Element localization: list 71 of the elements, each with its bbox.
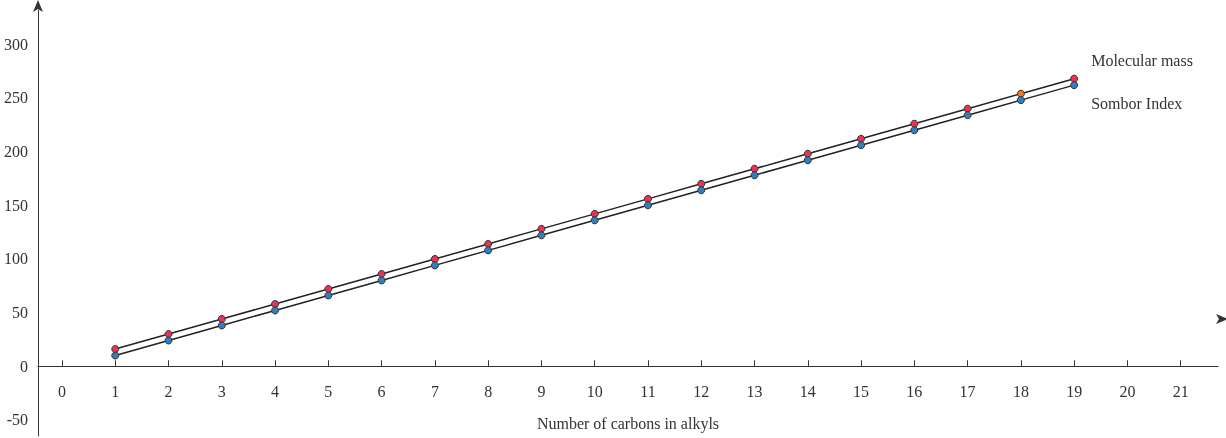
x-tick-label: 16 <box>906 383 923 401</box>
point <box>111 351 120 360</box>
point <box>857 134 866 143</box>
point <box>217 321 226 330</box>
x-tick-label: 0 <box>57 383 66 401</box>
point <box>377 269 386 278</box>
point <box>164 336 173 345</box>
x-tick-label: 14 <box>799 383 816 401</box>
x-tick-label: 6 <box>377 383 386 401</box>
point <box>697 186 706 195</box>
point <box>590 216 599 225</box>
x-tick-label: 19 <box>1066 383 1083 401</box>
point <box>1070 81 1079 90</box>
y-tick-label: 300 <box>4 35 28 53</box>
point <box>430 261 439 270</box>
x-tick-label: 9 <box>537 383 546 401</box>
x-tick-label: 17 <box>959 383 976 401</box>
x-tick-label: 4 <box>271 383 280 401</box>
x-tick-label: 11 <box>640 383 656 401</box>
series-label: Sombor Index <box>1091 94 1183 112</box>
point <box>484 246 493 255</box>
point <box>697 179 706 188</box>
x-tick-label: 12 <box>693 383 710 401</box>
y-tick-label: -50 <box>6 411 28 429</box>
point <box>750 164 759 173</box>
point <box>271 306 280 315</box>
x-tick-label: 2 <box>164 383 173 401</box>
point <box>963 104 972 113</box>
point <box>537 231 546 240</box>
y-tick-label: 0 <box>20 357 28 375</box>
y-tick-label: 100 <box>4 250 28 268</box>
point <box>643 201 652 210</box>
x-tick-label: 20 <box>1119 383 1136 401</box>
point <box>164 330 173 339</box>
point <box>803 156 812 165</box>
x-tick-label: 1 <box>111 383 120 401</box>
x-tick-label: 10 <box>586 383 603 401</box>
point <box>910 119 919 128</box>
point <box>1016 96 1025 105</box>
point <box>857 141 866 150</box>
y-tick-label: 150 <box>4 196 28 214</box>
x-tick-label: 21 <box>1172 383 1189 401</box>
point <box>324 291 333 300</box>
point <box>1070 74 1079 83</box>
x-tick-label: 8 <box>484 383 493 401</box>
point <box>590 209 599 218</box>
point <box>430 254 439 263</box>
x-tick-label: 13 <box>746 383 763 401</box>
point <box>484 239 493 248</box>
point <box>377 276 386 285</box>
point <box>750 171 759 180</box>
point <box>643 194 652 203</box>
point <box>963 111 972 120</box>
point <box>217 315 226 324</box>
point <box>324 284 333 293</box>
point <box>803 149 812 158</box>
point <box>910 126 919 135</box>
point <box>111 345 120 354</box>
x-tick-label: 5 <box>324 383 333 401</box>
y-tick-label: 200 <box>4 143 28 161</box>
point <box>537 224 546 233</box>
y-tick-label: 250 <box>4 89 28 107</box>
x-tick-label: 3 <box>217 383 226 401</box>
x-axis-title: Number of carbons in alkyls <box>536 415 720 434</box>
series-label: Molecular mass <box>1091 52 1193 70</box>
point <box>1016 89 1025 98</box>
x-tick-label: 18 <box>1012 383 1029 401</box>
x-tick-label: 7 <box>430 383 439 401</box>
y-tick-label: 50 <box>12 304 28 322</box>
point <box>271 300 280 309</box>
x-tick-label: 15 <box>853 383 870 401</box>
